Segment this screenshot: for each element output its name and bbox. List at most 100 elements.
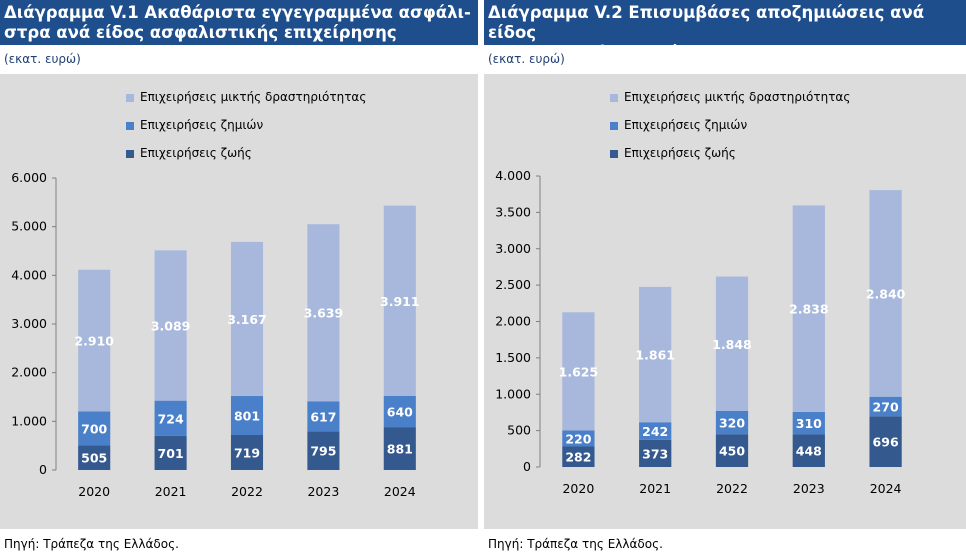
legend-label-life: Επιχειρήσεις ζωής (140, 146, 252, 160)
y-tick-label: 500 (507, 423, 531, 438)
data-label-mixed: 1.625 (559, 364, 599, 379)
data-label-nonlife: 320 (719, 416, 745, 431)
bar-segment-mixed (562, 312, 595, 431)
bar-segment-nonlife (562, 430, 595, 447)
bar-segment-mixed (869, 190, 902, 397)
legend-swatch-life (610, 150, 618, 158)
bar-segment-nonlife (383, 395, 416, 428)
data-label-mixed: 2.840 (866, 286, 906, 301)
bar-segment-mixed (307, 224, 340, 402)
bar-segment-nonlife (869, 396, 902, 417)
legend-label-life: Επιχειρήσεις ζωής (624, 146, 736, 160)
x-tick-label: 2020 (78, 484, 110, 499)
data-label-life: 795 (310, 444, 336, 459)
data-label-nonlife: 640 (387, 405, 413, 420)
bar-segment-nonlife (715, 410, 749, 435)
data-label-nonlife: 724 (158, 411, 184, 426)
bar-segment-mixed (792, 205, 825, 412)
y-tick-label: 1.000 (11, 413, 47, 428)
data-label-life: 696 (873, 435, 899, 450)
x-tick-label: 2023 (793, 481, 825, 496)
x-tick-label: 2021 (155, 484, 187, 499)
data-label-life: 282 (565, 450, 591, 465)
bar-segment-nonlife (154, 400, 187, 436)
title-bar: Διάγραμμα V.1 Ακαθάριστα εγγεγραμμένα ασ… (0, 0, 478, 45)
bar-segment-nonlife (639, 422, 672, 440)
y-tick-label: 0 (523, 459, 531, 474)
legend-swatch-mixed (610, 94, 618, 102)
y-tick-label: 4.000 (11, 267, 47, 282)
legend-label-nonlife: Επιχειρήσεις ζημιών (140, 118, 264, 132)
data-label-mixed: 3.911 (380, 294, 420, 309)
legend-swatch-nonlife (126, 122, 134, 130)
y-tick-label: 5.000 (11, 219, 47, 234)
x-tick-label: 2023 (307, 484, 339, 499)
data-label-life: 881 (387, 442, 413, 457)
x-tick-label: 2022 (231, 484, 263, 499)
x-tick-label: 2022 (716, 481, 748, 496)
y-tick-label: 2.000 (11, 365, 47, 380)
bar-segment-mixed (78, 269, 111, 412)
legend-label-mixed: Επιχειρήσεις μικτής δραστηριότητας (624, 90, 851, 104)
data-label-mixed: 2.838 (789, 302, 829, 317)
y-tick-label: 3.000 (495, 241, 531, 256)
y-tick-label: 6.000 (11, 170, 47, 185)
data-label-life: 505 (81, 451, 107, 466)
bar-segment-mixed (639, 286, 672, 423)
bar-segment-life (869, 416, 902, 467)
units-label: (εκατ. ευρώ) (4, 52, 81, 66)
bar-segment-life (715, 434, 749, 467)
units-label: (εκατ. ευρώ) (488, 52, 565, 66)
bar-segment-mixed (383, 205, 416, 396)
bar-segment-life (307, 431, 340, 470)
bar-segment-life (639, 439, 672, 467)
bar-segment-nonlife (230, 396, 264, 436)
bar-segment-life (562, 446, 595, 467)
y-tick-label: 2.000 (495, 314, 531, 329)
y-tick-label: 1.500 (495, 350, 531, 365)
chart-title-line1: Διάγραμμα V.2 Επισυμβάσες αποζημιώσεις α… (488, 3, 925, 42)
data-label-nonlife: 310 (796, 416, 822, 431)
data-label-nonlife: 220 (565, 431, 591, 446)
y-tick-label: 4.000 (495, 168, 531, 183)
legend-swatch-nonlife (610, 122, 618, 130)
data-label-life: 448 (796, 444, 822, 459)
data-label-life: 719 (234, 446, 260, 461)
bar-segment-mixed (715, 276, 749, 411)
x-tick-label: 2024 (870, 481, 902, 496)
chart-title-line1: Διάγραμμα V.1 Ακαθάριστα εγγεγραμμένα ασ… (4, 3, 471, 22)
data-label-nonlife: 242 (642, 424, 668, 439)
bar-segment-mixed (230, 241, 264, 397)
data-label-nonlife: 700 (81, 421, 107, 436)
chart-title: Διάγραμμα V.1 Ακαθάριστα εγγεγραμμένα ασ… (4, 3, 474, 43)
x-tick-label: 2020 (562, 481, 594, 496)
data-label-life: 450 (719, 444, 745, 459)
bar-segment-nonlife (307, 401, 340, 432)
data-label-mixed: 2.910 (74, 334, 114, 349)
chart-title: Διάγραμμα V.2 Επισυμβάσες αποζημιώσεις α… (488, 3, 962, 63)
bar-segment-mixed (154, 250, 187, 401)
data-label-nonlife: 270 (873, 400, 899, 415)
y-tick-label: 3.500 (495, 204, 531, 219)
y-tick-label: 2.500 (495, 277, 531, 292)
chart-title-line2: ασφαλιστικής επιχείρησης (488, 43, 735, 62)
bar-segment-life (154, 435, 187, 470)
stacked-bar-chart: 0 1.000 2.000 3.000 4.000 5.000 6.000 505 700 2.9… (11, 170, 420, 499)
legend-swatch-mixed (126, 94, 134, 102)
chart-panel-v1: Διάγραμμα V.1 Ακαθάριστα εγγεγραμμένα ασ… (0, 0, 478, 555)
y-tick-label: 3.000 (11, 316, 47, 331)
stacked-bar-chart: 0 500 1.000 1.500 2.000 2.500 3.000 3.500 4.000 2… (495, 168, 906, 496)
data-label-mixed: 1.848 (712, 337, 752, 352)
data-label-mixed: 3.167 (227, 312, 267, 327)
x-tick-label: 2024 (384, 484, 416, 499)
data-label-nonlife: 617 (310, 409, 336, 424)
data-label-life: 373 (642, 446, 668, 461)
bar-segment-life (78, 445, 111, 470)
data-label-nonlife: 801 (234, 409, 260, 424)
bar-segment-nonlife (78, 411, 111, 446)
bar-segment-nonlife (792, 411, 825, 435)
data-label-mixed: 3.639 (304, 306, 344, 321)
legend-swatch-life (126, 150, 134, 158)
chart-title-line2: στρα ανά είδος ασφαλιστικής επιχείρησης (4, 23, 397, 42)
y-tick-label: 0 (39, 462, 47, 477)
